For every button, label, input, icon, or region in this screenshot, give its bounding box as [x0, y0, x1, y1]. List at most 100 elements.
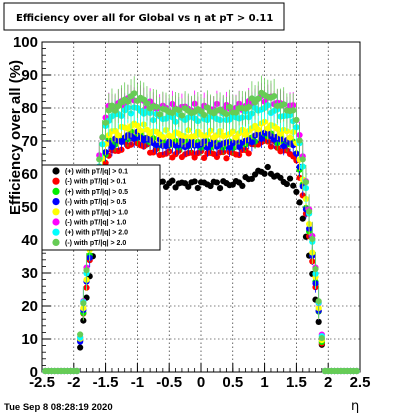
- data-point: [159, 133, 166, 141]
- data-point: [280, 101, 287, 108]
- x-tick-label: 2: [324, 374, 332, 391]
- data-point: [248, 175, 255, 182]
- data-point: [302, 178, 310, 186]
- data-point: [156, 111, 163, 118]
- data-point: [112, 127, 119, 134]
- legend: (+) with pT/|q| > 0.1 (-) with pT/|q| > 0…: [41, 164, 161, 251]
- data-point: [236, 143, 243, 151]
- data-point: [153, 142, 160, 149]
- y-tick-label: 80: [21, 100, 38, 117]
- data-point: [229, 128, 236, 135]
- data-point: [77, 344, 84, 351]
- data-point: [312, 265, 319, 273]
- data-point: [258, 135, 265, 142]
- data-point: [290, 182, 297, 189]
- data-point: [213, 179, 220, 186]
- data-point: [112, 107, 119, 114]
- y-tick-label: 90: [21, 67, 38, 84]
- data-point: [102, 159, 109, 167]
- data-point: [306, 208, 313, 215]
- data-point: [182, 133, 189, 140]
- data-point: [131, 135, 138, 142]
- data-point: [162, 143, 170, 150]
- data-point: [309, 235, 316, 243]
- data-point: [239, 182, 246, 189]
- data-point: [185, 183, 192, 190]
- data-point: [207, 182, 214, 190]
- axis-ticks: -2.5 -2 -1.5 -1 -0.5 0 0.5 1 1.5 2 2.5 0 10 20 30 40 50 6…: [13, 34, 370, 391]
- x-tick-label: 0.5: [222, 374, 243, 391]
- data-point: [143, 100, 151, 107]
- data-point: [223, 155, 230, 162]
- data-point: [261, 170, 268, 177]
- data-point: [315, 318, 322, 325]
- data-point: [277, 174, 284, 181]
- series-layer: [42, 75, 360, 375]
- data-point: [267, 143, 275, 150]
- data-point: [293, 116, 300, 124]
- y-tick-label: 30: [21, 265, 38, 282]
- data-point: [255, 95, 262, 102]
- data-point: [318, 334, 325, 342]
- y-tick-label: 20: [21, 298, 38, 315]
- data-point: [175, 106, 182, 114]
- data-point: [175, 142, 182, 149]
- legend-marker: [52, 208, 60, 216]
- data-point: [115, 132, 122, 139]
- legend-entry: (+) with pT/|q| > 2.0: [65, 230, 128, 237]
- data-point: [73, 367, 81, 375]
- data-point: [223, 110, 230, 118]
- data-point: [245, 150, 252, 157]
- legend-box: [41, 164, 161, 251]
- data-point: [77, 331, 84, 338]
- data-point: [191, 132, 198, 140]
- data-point: [153, 103, 160, 111]
- y-tick-label: 50: [21, 199, 38, 216]
- data-point: [134, 122, 141, 129]
- data-point: [353, 367, 360, 375]
- legend-entry: (+) with pT/|q| > 0.1: [65, 169, 128, 176]
- data-point: [283, 128, 290, 135]
- series-7: [42, 75, 360, 375]
- data-point: [286, 134, 294, 141]
- legend-marker: [52, 198, 60, 206]
- data-point: [131, 90, 138, 97]
- x-tick-label: 1.5: [286, 374, 307, 391]
- y-tick-label: 70: [21, 133, 38, 150]
- data-point: [232, 109, 240, 116]
- legend-marker: [52, 187, 60, 195]
- data-point: [169, 177, 176, 184]
- x-tick-label: -2: [67, 374, 80, 391]
- legend-entry: (-) with pT/|q| > 1.0: [65, 220, 126, 227]
- x-tick-label: -1: [131, 374, 144, 391]
- data-point: [137, 127, 144, 134]
- x-tick-label: 1: [260, 374, 268, 391]
- legend-marker: [52, 218, 60, 226]
- legend-marker: [52, 228, 60, 236]
- data-point: [274, 125, 281, 132]
- legend-entry: (-) with pT/|q| > 0.1: [65, 179, 126, 186]
- data-point: [124, 98, 131, 105]
- legend-marker: [52, 238, 60, 246]
- data-point: [296, 137, 303, 144]
- x-tick-label: 0: [197, 374, 205, 391]
- x-tick-label: -2.5: [29, 374, 55, 391]
- data-point: [80, 300, 87, 307]
- chart-title: Efficiency over all for Global vs η at p…: [16, 13, 273, 24]
- data-point: [296, 199, 303, 206]
- legend-entry: (+) with pT/|q| > 1.0: [65, 209, 128, 216]
- data-point: [204, 104, 211, 111]
- data-point: [271, 92, 278, 100]
- data-point: [83, 267, 90, 274]
- data-point: [127, 110, 135, 117]
- data-point: [264, 163, 271, 171]
- y-tick-label: 100: [13, 34, 38, 51]
- data-point: [280, 142, 287, 150]
- legend-entry: (-) with pT/|q| > 2.0: [65, 240, 126, 247]
- data-point: [108, 102, 116, 109]
- y-tick-label: 10: [21, 331, 38, 348]
- data-point: [315, 298, 322, 305]
- legend-marker: [52, 167, 60, 175]
- data-point: [118, 138, 125, 145]
